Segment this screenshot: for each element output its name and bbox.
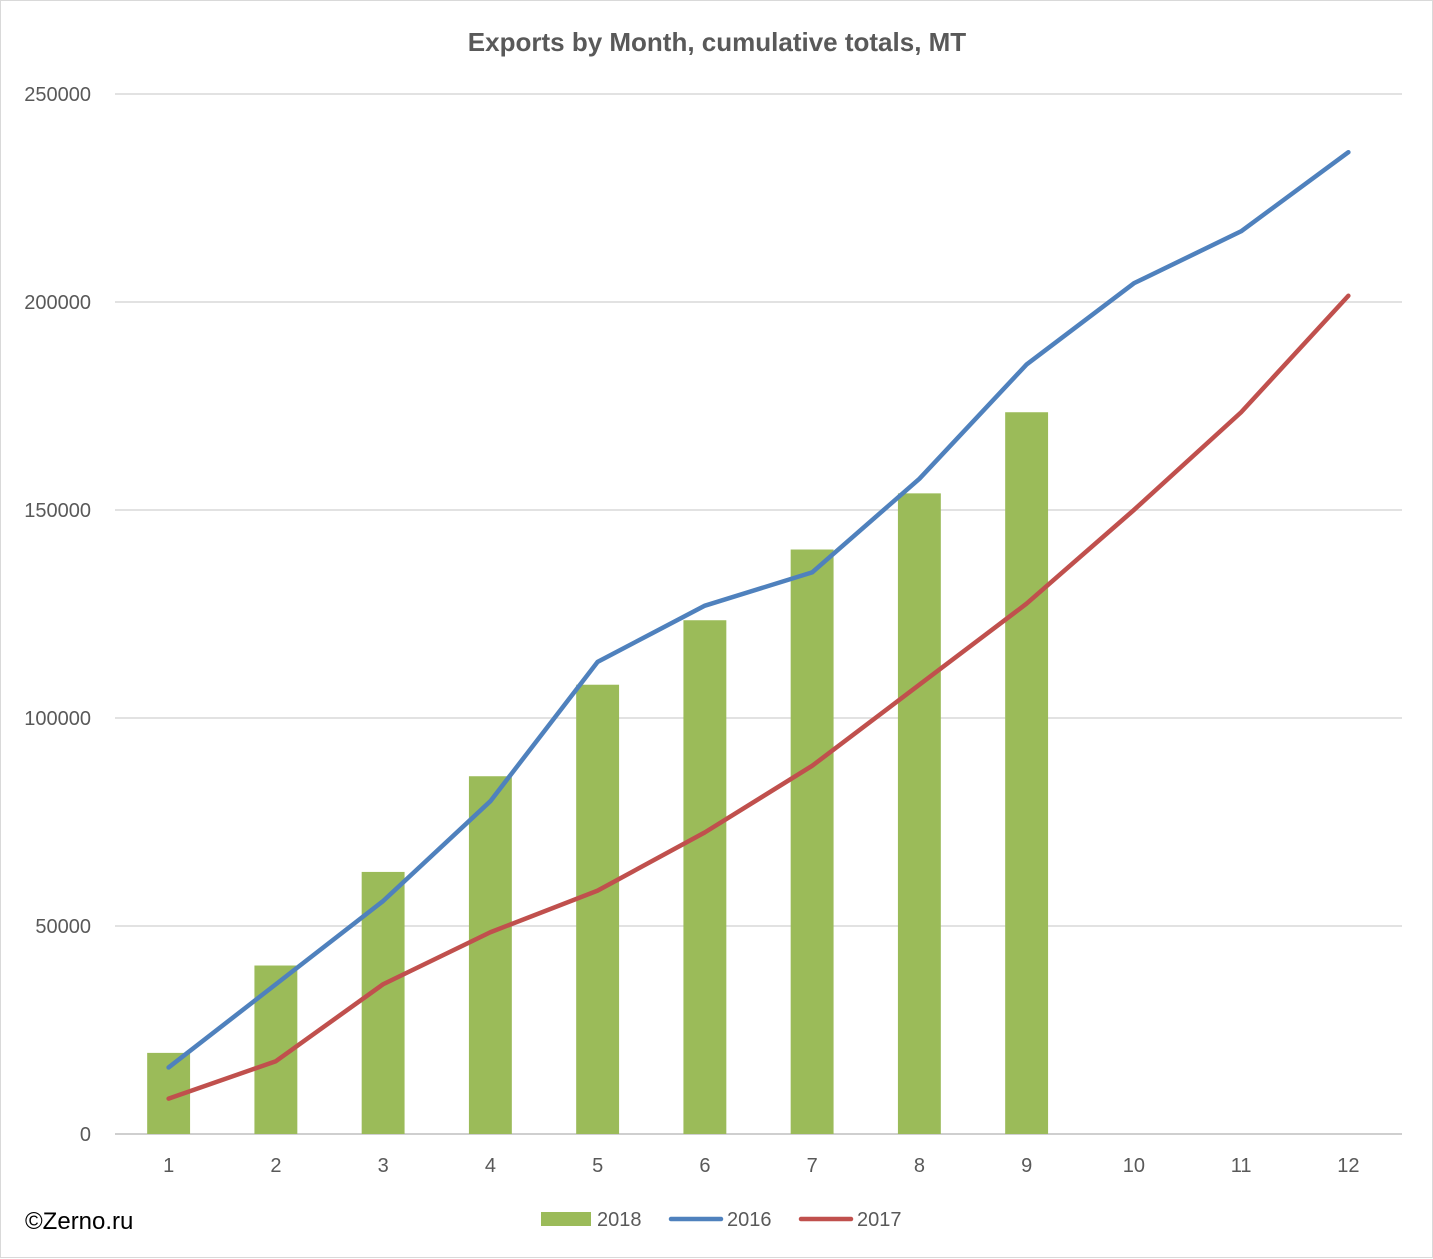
y-tick-label: 200000 — [24, 292, 91, 314]
y-tick-label: 150000 — [24, 500, 91, 522]
x-tick-label: 12 — [1337, 1155, 1359, 1177]
x-tick-label: 5 — [592, 1155, 603, 1177]
x-tick-label: 10 — [1123, 1155, 1145, 1177]
x-axis-ticks: 1 2 3 4 5 6 7 8 9 10 11 12 — [163, 1155, 1359, 1177]
y-tick-label: 0 — [80, 1124, 91, 1146]
chart-title: Exports by Month, cumulative totals, MT — [468, 27, 966, 57]
copyright-text: ©Zerno.ru — [25, 1208, 133, 1235]
y-tick-label: 50000 — [35, 916, 91, 938]
bar-2018-9 — [1005, 412, 1049, 1134]
y-tick-label: 250000 — [24, 84, 91, 106]
x-tick-label: 3 — [378, 1155, 389, 1177]
bar-2018-3 — [361, 871, 405, 1134]
grid-layer — [115, 93, 1402, 1135]
legend-label-2016: 2016 — [727, 1209, 772, 1231]
x-tick-label: 1 — [163, 1155, 174, 1177]
line-series-2016 — [166, 149, 1351, 1070]
x-tick-label: 4 — [485, 1155, 496, 1177]
line-layer — [166, 149, 1351, 1101]
x-tick-label: 9 — [1021, 1155, 1032, 1177]
x-tick-label: 6 — [699, 1155, 710, 1177]
bar-2018-5 — [576, 684, 620, 1134]
legend-swatch-2018 — [541, 1212, 591, 1226]
legend-label-2018: 2018 — [597, 1209, 642, 1231]
y-axis-ticks: 0 50000 100000 150000 200000 250000 — [24, 84, 91, 1146]
bar-2018-8 — [897, 493, 941, 1134]
legend: 2018 2016 2017 — [541, 1209, 902, 1231]
x-tick-label: 2 — [270, 1155, 281, 1177]
x-tick-label: 7 — [807, 1155, 818, 1177]
y-tick-label: 100000 — [24, 708, 91, 730]
bar-2018-6 — [683, 620, 727, 1134]
bar-layer — [147, 412, 1049, 1134]
bar-2018-4 — [468, 776, 512, 1134]
bar-2018-7 — [790, 549, 834, 1134]
legend-label-2017: 2017 — [857, 1209, 902, 1231]
x-tick-label: 8 — [914, 1155, 925, 1177]
line-series-2017 — [166, 293, 1351, 1101]
x-tick-label: 11 — [1231, 1155, 1252, 1177]
